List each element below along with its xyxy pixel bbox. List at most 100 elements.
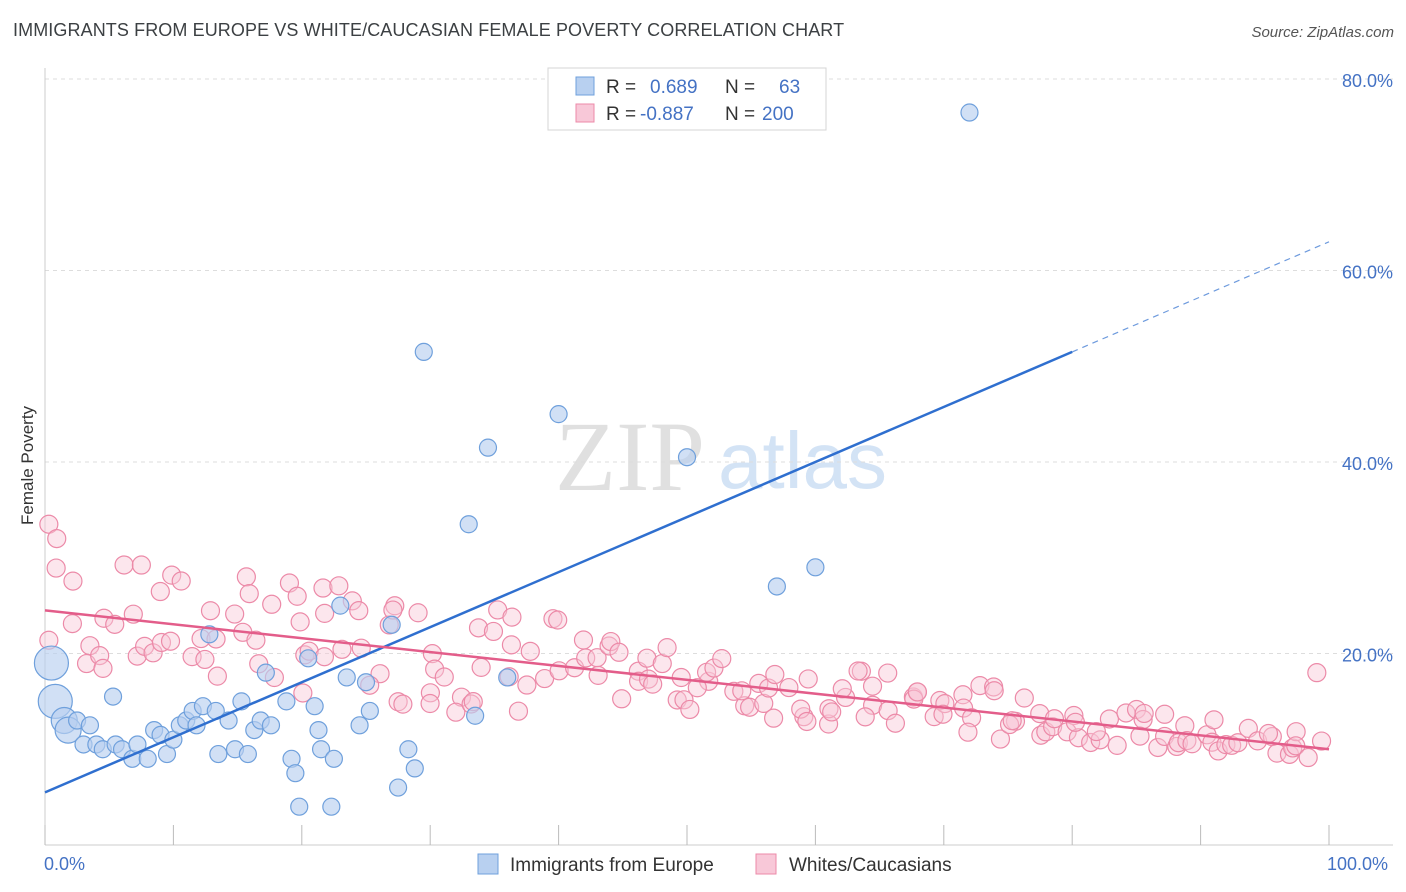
pink-point <box>63 571 83 591</box>
pink-point <box>200 601 221 621</box>
pink-point <box>687 678 707 698</box>
pink-point <box>420 683 440 703</box>
y-tick-label: 60.0% <box>1342 263 1393 283</box>
trend-lines <box>44 241 1330 794</box>
pink-point <box>958 722 978 742</box>
pink-point <box>47 528 67 549</box>
legend-n-label-1: N = <box>725 77 755 98</box>
blue-point <box>209 744 228 764</box>
pink-point <box>1177 730 1197 751</box>
blue-point <box>309 720 328 740</box>
pink-point <box>1014 688 1034 708</box>
pink-point <box>293 683 313 703</box>
pink-point <box>239 584 259 604</box>
pink-point <box>80 636 100 656</box>
pink-point <box>779 677 799 698</box>
pink-point <box>150 581 170 602</box>
pink-point <box>1148 737 1168 758</box>
pink-point <box>1107 735 1127 755</box>
blue-point <box>337 668 356 687</box>
grid-lines <box>45 78 1393 654</box>
pink-point <box>862 676 883 696</box>
pink-point <box>90 646 110 666</box>
x-tick-left: 0.0% <box>44 854 85 874</box>
blue-point <box>677 448 697 467</box>
pink-point <box>420 693 440 714</box>
pink-point <box>1086 721 1106 742</box>
blue-point <box>324 749 343 768</box>
pink-point <box>471 657 491 677</box>
pink-point <box>160 631 181 651</box>
pink-point <box>819 699 839 719</box>
pink-point <box>46 558 66 578</box>
pink-point <box>885 713 906 733</box>
pink-point <box>114 555 134 575</box>
pink-point <box>287 586 307 606</box>
blue-trend-extension <box>1071 241 1330 353</box>
pink-point <box>652 653 672 674</box>
pink-point <box>1311 731 1332 751</box>
tick-labels: 20.0% 40.0% 60.0% 80.0% <box>1342 71 1393 666</box>
blue-point <box>399 740 418 759</box>
blue-point <box>382 615 401 634</box>
blue-point <box>322 797 341 816</box>
blue-point <box>478 438 498 457</box>
pink-point <box>446 702 466 722</box>
blue-point <box>806 558 825 577</box>
pink-point <box>451 687 472 707</box>
blue-point <box>103 687 123 706</box>
bottom-legend-label-blue: Immigrants from Europe <box>510 855 714 876</box>
pink-point <box>657 638 677 658</box>
pink-point <box>520 641 540 661</box>
pink-point <box>332 639 352 659</box>
pink-point <box>131 555 151 575</box>
pink-point <box>1134 703 1154 724</box>
blue-point <box>311 740 331 759</box>
pink-point <box>848 661 868 681</box>
pink-point <box>313 578 333 598</box>
pink-point <box>468 618 489 638</box>
pink-point <box>246 630 266 650</box>
legend-r-value-2: -0.887 <box>640 104 694 125</box>
legend-r-label-1: R = <box>606 77 636 98</box>
blue-point <box>200 625 219 644</box>
pink-point <box>349 601 369 621</box>
blue-point <box>256 663 275 682</box>
blue-point <box>238 744 257 764</box>
chart-title: IMMIGRANTS FROM EUROPE VS WHITE/CAUCASIA… <box>13 20 845 40</box>
pink-point <box>990 729 1011 749</box>
blue-point <box>277 692 296 711</box>
pink-point <box>878 663 898 683</box>
legend-swatch-blue <box>575 76 595 96</box>
pink-point <box>680 699 700 720</box>
pink-point <box>434 667 454 687</box>
pink-point <box>970 676 990 696</box>
chart-source: Source: ZipAtlas.com <box>1251 24 1394 41</box>
pink-point <box>425 659 445 679</box>
y-tick-label: 40.0% <box>1342 454 1393 474</box>
blue-point <box>299 649 318 668</box>
pink-point <box>195 649 215 670</box>
blue-point <box>356 673 376 692</box>
blue-point <box>549 405 568 424</box>
legend-swatch-pink <box>575 103 595 123</box>
pink-point <box>393 694 413 714</box>
bottom-legend-swatch-pink <box>755 853 777 875</box>
pink-point <box>225 604 245 624</box>
pink-series-points <box>39 514 1332 768</box>
bottom-legend: Immigrants from Europe Whites/Caucasians <box>477 853 952 876</box>
top-legend: R = 0.689 N = 63 R = -0.887 N = 200 <box>547 67 827 131</box>
pink-point <box>822 702 842 722</box>
pink-point <box>93 658 113 678</box>
blue-point <box>331 596 350 615</box>
bottom-legend-label-pink: Whites/Caucasians <box>789 855 952 876</box>
pink-point <box>171 571 191 591</box>
blue-point <box>360 701 379 721</box>
blue-point <box>498 668 517 687</box>
pink-point <box>798 669 818 689</box>
pink-point <box>483 621 504 642</box>
pink-point <box>127 646 147 666</box>
pink-point <box>1155 704 1175 724</box>
pink-point <box>501 635 522 655</box>
pink-point <box>508 701 529 721</box>
